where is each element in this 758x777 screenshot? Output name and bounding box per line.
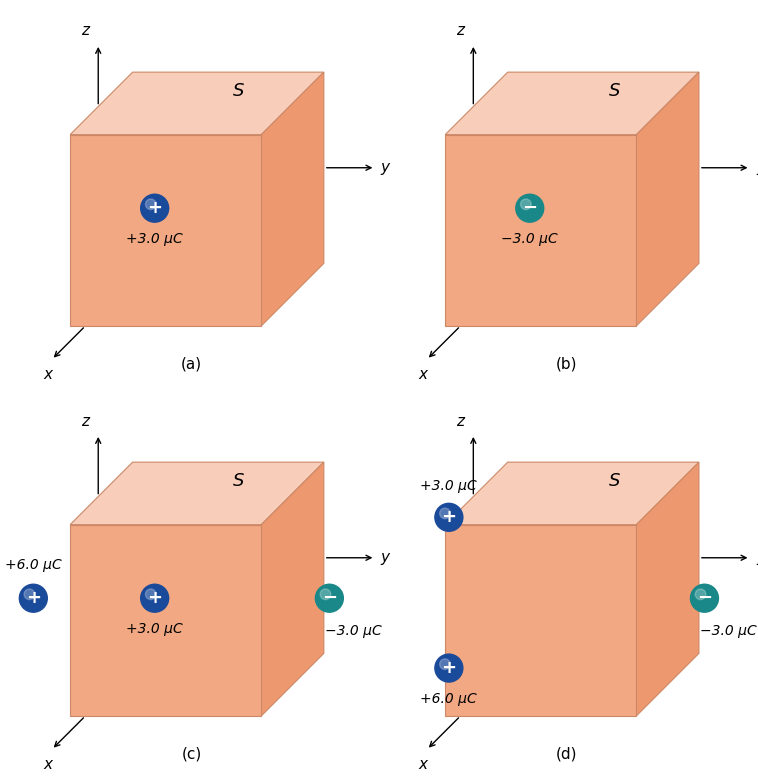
Text: +: + [26, 589, 41, 607]
Text: z: z [456, 23, 464, 39]
Text: −3.0 μC: −3.0 μC [501, 232, 558, 246]
Circle shape [20, 584, 47, 612]
Circle shape [521, 199, 531, 210]
Circle shape [695, 589, 706, 600]
Text: z: z [456, 413, 464, 428]
Circle shape [146, 589, 156, 600]
Text: +3.0 μC: +3.0 μC [127, 232, 183, 246]
Polygon shape [637, 72, 699, 326]
Text: +6.0 μC: +6.0 μC [421, 692, 478, 706]
Text: x: x [43, 757, 52, 772]
Text: S: S [233, 472, 245, 490]
Polygon shape [445, 462, 699, 524]
Circle shape [320, 589, 330, 600]
Circle shape [315, 584, 343, 612]
Text: (c): (c) [181, 747, 202, 762]
Text: S: S [609, 472, 620, 490]
Text: (a): (a) [181, 357, 202, 372]
Circle shape [141, 194, 168, 222]
Polygon shape [445, 72, 699, 134]
Text: −: − [322, 589, 337, 607]
Text: +: + [147, 199, 162, 218]
Text: +: + [441, 659, 456, 677]
Text: x: x [418, 757, 428, 772]
Text: −3.0 μC: −3.0 μC [325, 624, 381, 639]
Text: y: y [756, 550, 758, 565]
Text: +3.0 μC: +3.0 μC [127, 622, 183, 636]
Text: x: x [418, 367, 428, 382]
Polygon shape [262, 72, 324, 326]
Text: S: S [609, 82, 620, 100]
Circle shape [435, 503, 463, 531]
Polygon shape [70, 134, 262, 326]
Text: y: y [381, 160, 390, 176]
Polygon shape [70, 524, 262, 716]
Polygon shape [70, 72, 324, 134]
Circle shape [435, 654, 463, 682]
Text: +: + [441, 508, 456, 526]
Polygon shape [637, 462, 699, 716]
Text: y: y [381, 550, 390, 565]
Circle shape [691, 584, 719, 612]
Text: +: + [147, 589, 162, 607]
Text: x: x [43, 367, 52, 382]
Text: −: − [697, 589, 712, 607]
Text: z: z [81, 413, 89, 428]
Text: (d): (d) [556, 747, 578, 762]
Circle shape [141, 584, 168, 612]
Text: +6.0 μC: +6.0 μC [5, 558, 61, 572]
Text: −3.0 μC: −3.0 μC [700, 624, 756, 639]
Circle shape [146, 199, 156, 210]
Text: y: y [756, 160, 758, 176]
Circle shape [440, 659, 450, 670]
Circle shape [24, 589, 35, 600]
Text: −: − [522, 199, 537, 218]
Text: (b): (b) [556, 357, 578, 372]
Polygon shape [70, 462, 324, 524]
Polygon shape [445, 524, 637, 716]
Circle shape [515, 194, 543, 222]
Polygon shape [445, 134, 637, 326]
Text: +3.0 μC: +3.0 μC [421, 479, 478, 493]
Text: S: S [233, 82, 245, 100]
Polygon shape [262, 462, 324, 716]
Circle shape [440, 508, 450, 519]
Text: z: z [81, 23, 89, 39]
